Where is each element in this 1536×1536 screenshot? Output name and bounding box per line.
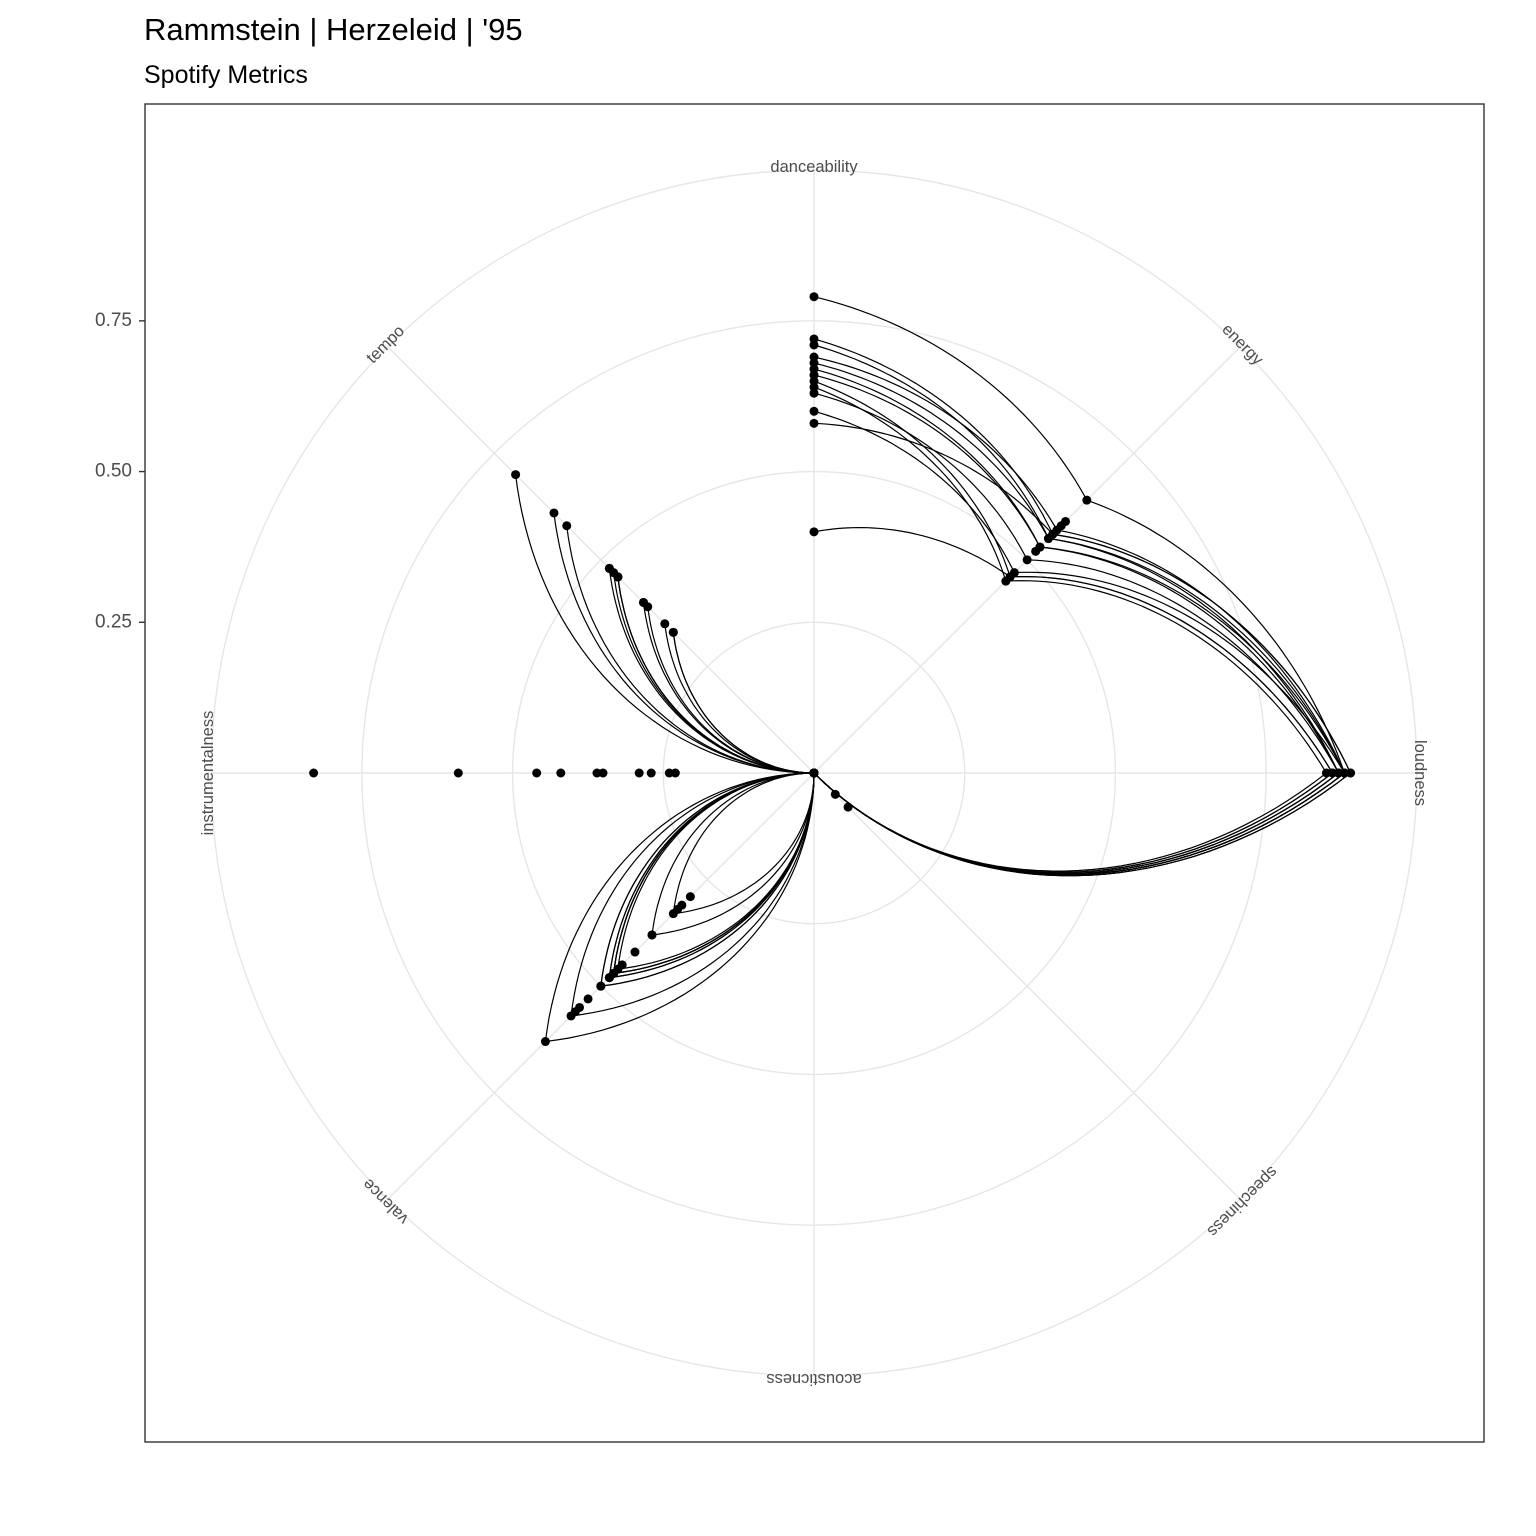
- point-valence: [583, 994, 593, 1004]
- point-instrumentalness: [634, 768, 644, 778]
- point-danceability: [809, 292, 819, 302]
- radial-ticks: 0.25 0.50 0.75: [95, 310, 145, 632]
- point-instrumentalness: [532, 768, 542, 778]
- track-curves: [515, 296, 1352, 1043]
- point-energy: [1005, 572, 1015, 582]
- grid-layer: [210, 169, 1418, 1377]
- point-tempo: [668, 627, 678, 637]
- axis-label-loudness: loudness: [1411, 740, 1429, 806]
- track-curve: [612, 362, 1346, 975]
- r-tick-label: 0.25: [95, 611, 132, 632]
- point-valence: [630, 947, 640, 957]
- point-speechiness: [830, 789, 840, 799]
- point-instrumentalness: [809, 768, 819, 778]
- r-tick-label: 0.75: [95, 310, 132, 331]
- chart-subtitle: Spotify Metrics: [144, 61, 308, 89]
- point-valence: [596, 981, 606, 991]
- track-curve: [600, 386, 1328, 987]
- point-tempo: [511, 470, 521, 480]
- point-valence: [617, 960, 627, 970]
- track-curve: [608, 338, 1352, 979]
- point-energy: [1022, 555, 1032, 565]
- spoke-tempo: [387, 346, 815, 774]
- axis-label-acousticness: acousticness: [766, 1370, 861, 1388]
- point-valence: [677, 900, 687, 910]
- spoke-speechiness: [813, 772, 1241, 1200]
- point-danceability: [809, 340, 819, 350]
- axis-label-instrumentalness: instrumentalness: [199, 711, 217, 836]
- panel-border: [144, 103, 1485, 1443]
- point-danceability: [809, 418, 819, 428]
- point-instrumentalness: [646, 768, 656, 778]
- point-tempo: [638, 597, 648, 607]
- point-tempo: [660, 619, 670, 629]
- point-valence: [685, 892, 695, 902]
- point-instrumentalness: [556, 768, 566, 778]
- point-energy: [1082, 495, 1092, 505]
- chart-title: Rammstein | Herzeleid | '95: [144, 12, 523, 47]
- point-danceability: [809, 406, 819, 416]
- point-instrumentalness: [670, 768, 680, 778]
- point-energy: [1031, 546, 1041, 556]
- track-curve: [515, 422, 1352, 1043]
- point-valence: [604, 973, 614, 983]
- point-instrumentalness: [598, 768, 608, 778]
- point-valence: [575, 1002, 585, 1012]
- point-energy: [1056, 521, 1066, 531]
- point-danceability: [809, 388, 819, 398]
- point-valence: [540, 1037, 550, 1047]
- point-loudness: [1327, 768, 1337, 778]
- track-curve: [600, 527, 1334, 987]
- point-tempo: [562, 521, 572, 531]
- axis-label-danceability: danceability: [770, 158, 858, 176]
- point-danceability: [809, 527, 819, 537]
- data-points: [309, 292, 1356, 1047]
- point-speechiness: [843, 802, 853, 812]
- track-curve: [608, 356, 1346, 979]
- r-tick-label: 0.50: [95, 461, 132, 482]
- point-tempo: [604, 563, 614, 573]
- track-curve: [612, 368, 1340, 975]
- point-energy: [1048, 529, 1058, 539]
- point-instrumentalness: [309, 768, 319, 778]
- point-loudness: [1346, 768, 1356, 778]
- point-instrumentalness: [453, 768, 463, 778]
- point-valence: [647, 930, 657, 940]
- point-tempo: [549, 508, 559, 518]
